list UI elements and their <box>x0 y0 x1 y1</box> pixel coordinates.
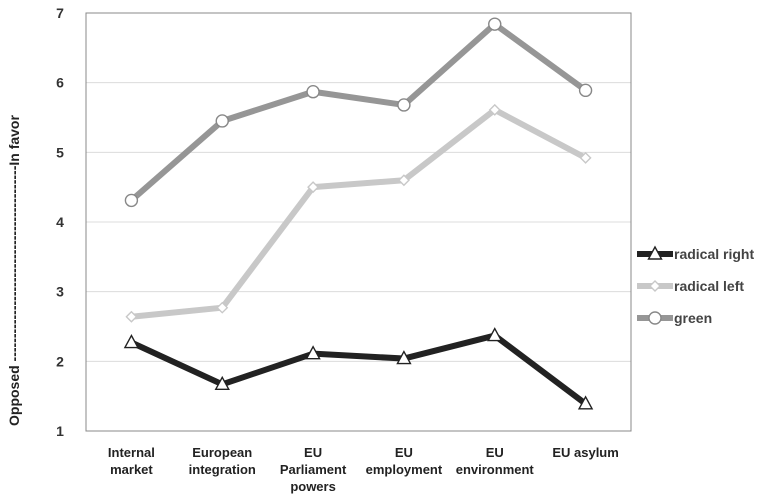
data-point <box>577 395 594 410</box>
data-point <box>307 181 320 194</box>
series-radical-left <box>125 103 592 323</box>
y-tick-label: 6 <box>56 75 64 91</box>
legend-label: green <box>674 310 712 326</box>
data-point <box>125 310 138 323</box>
series-line <box>128 21 589 204</box>
data-point <box>579 151 592 164</box>
series-radical-right <box>123 327 594 410</box>
plot-frame <box>85 12 632 432</box>
data-point <box>578 83 593 98</box>
series-line <box>128 106 589 320</box>
x-category-label: Internal market <box>108 445 155 477</box>
data-point <box>488 103 501 116</box>
grid-lines <box>86 82 631 362</box>
y-tick-label: 7 <box>56 5 64 21</box>
y-tick-label: 4 <box>56 214 64 230</box>
y-axis-ticks: 1 2 3 4 5 6 7 <box>56 5 64 439</box>
legend-item: green <box>637 310 712 326</box>
series-line <box>128 332 589 407</box>
y-tick-label: 1 <box>56 423 64 439</box>
data-point <box>306 85 320 99</box>
legend-item: radical left <box>637 278 744 294</box>
data-point <box>124 193 139 208</box>
data-point <box>397 98 411 112</box>
data-point <box>488 17 502 31</box>
y-tick-label: 2 <box>56 353 64 369</box>
legend-marker <box>648 311 662 325</box>
y-tick-label: 3 <box>56 284 64 300</box>
legend-label: radical left <box>674 278 744 294</box>
x-category-label: EU employment <box>366 445 443 477</box>
x-category-label: EU asylum <box>552 445 618 460</box>
x-category-label: European integration <box>189 445 256 477</box>
data-point <box>397 174 410 187</box>
data-point <box>215 114 229 128</box>
data-point <box>123 334 140 349</box>
data-point <box>487 327 503 342</box>
legend-item: radical right <box>637 245 754 262</box>
x-category-label: EU Parliament powers <box>280 445 347 494</box>
legend-label: radical right <box>674 246 754 262</box>
data-point <box>214 375 230 391</box>
x-axis-categories: Internal market European integration EU Parli… <box>108 445 619 494</box>
x-category-label: EU environment <box>456 445 535 477</box>
data-point <box>305 345 321 360</box>
data-point <box>216 301 229 314</box>
legend-marker <box>647 245 663 260</box>
legend: radical right radical left green <box>637 245 754 326</box>
series-group <box>123 17 594 410</box>
series-green <box>124 17 593 208</box>
y-axis-label: Opposed --------------------------------… <box>6 115 22 426</box>
y-tick-label: 5 <box>56 144 64 160</box>
data-point <box>396 350 412 365</box>
legend-marker <box>649 280 661 292</box>
